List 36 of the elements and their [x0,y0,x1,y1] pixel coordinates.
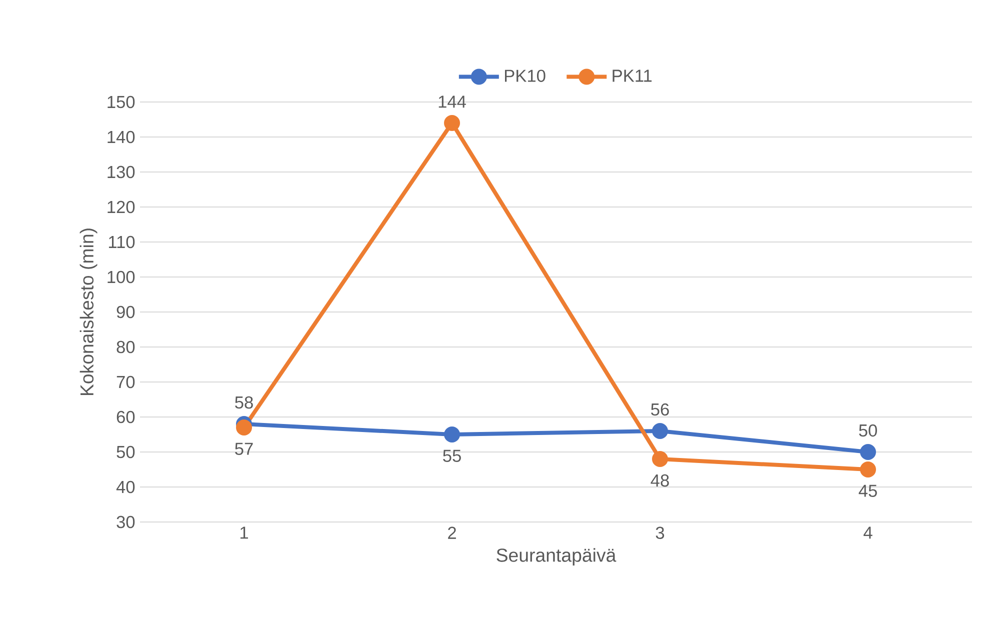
y-tick-label: 140 [108,130,135,144]
x-tick-label: 1 [240,526,248,539]
data-label: 56 [651,403,669,416]
y-tick-label: 110 [108,236,135,248]
y-tick-label: 50 [116,446,135,458]
data-label: 50 [859,424,877,437]
point [444,426,460,442]
data-label: 48 [650,474,669,487]
y-tick-label: 70 [116,376,135,388]
legend-label: PK10 [505,70,546,82]
data-label: 45 [858,484,877,497]
x-tick-label: 3 [656,526,664,539]
y-tick-label: 30 [116,516,135,528]
y-tick-label: 60 [116,410,135,424]
y-tick-label: 40 [116,480,135,494]
y-tick-label: 90 [116,306,135,318]
y-axis-title: Kokonaiskesto (min) [80,228,98,396]
y-tick-label: 100 [108,270,135,284]
point [652,451,668,467]
data-label: 55 [443,450,461,462]
data-label: 58 [235,396,253,409]
y-tick-label: 80 [116,340,135,354]
point [444,115,460,131]
x-axis-title: Seurantapäivä [496,548,616,566]
data-label: 144 [438,96,466,108]
y-tick-label: 120 [108,200,135,214]
x-tick-label: 4 [864,526,872,539]
y-tick-label: 130 [108,166,135,178]
point [860,444,876,460]
y-tick-label: 150 [108,96,135,108]
legend-label: PK11 [612,70,652,82]
point [652,423,668,439]
x-tick-label: 2 [448,526,456,539]
data-label: 57 [235,442,253,455]
point [236,420,252,436]
point [860,462,876,478]
